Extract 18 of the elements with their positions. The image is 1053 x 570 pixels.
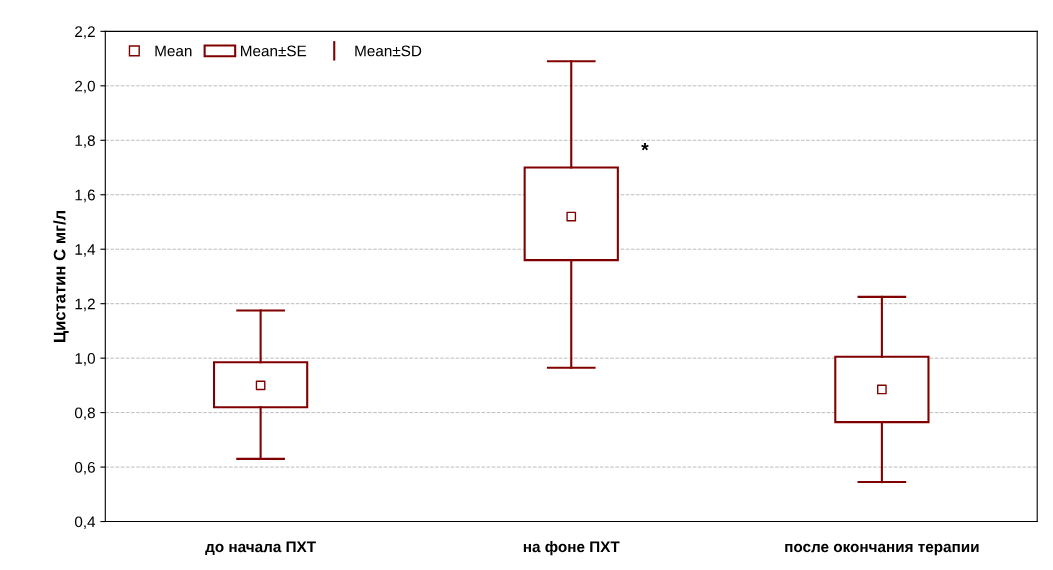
y-tick-label: 1,0 [75, 353, 95, 366]
annotation: * [641, 143, 649, 151]
y-tick-label: 0,6 [74, 461, 95, 475]
annotation: Mean±SD [355, 45, 422, 57]
y-tick-label: 1,4 [75, 244, 96, 257]
y-tick-label: 2,0 [75, 80, 95, 94]
y-tick-label: 2,2 [75, 26, 95, 39]
y-tick-label: 1,6 [75, 189, 95, 203]
y-axis-title: Цистатин С мг/л [53, 210, 69, 343]
y-tick-label: 0,8 [74, 407, 95, 421]
annotation: Mean [155, 45, 192, 57]
x-tick-label: на фоне ПХТ [523, 540, 620, 556]
annotation: Mean±SE [241, 45, 307, 57]
y-tick-label: 1,2 [75, 298, 95, 312]
x-tick-label: после окончания терапии [785, 543, 979, 556]
y-tick-label: 0,4 [74, 516, 96, 530]
x-tick-label: до начала ПХТ [205, 541, 316, 556]
y-tick-label: 1,8 [75, 135, 95, 148]
